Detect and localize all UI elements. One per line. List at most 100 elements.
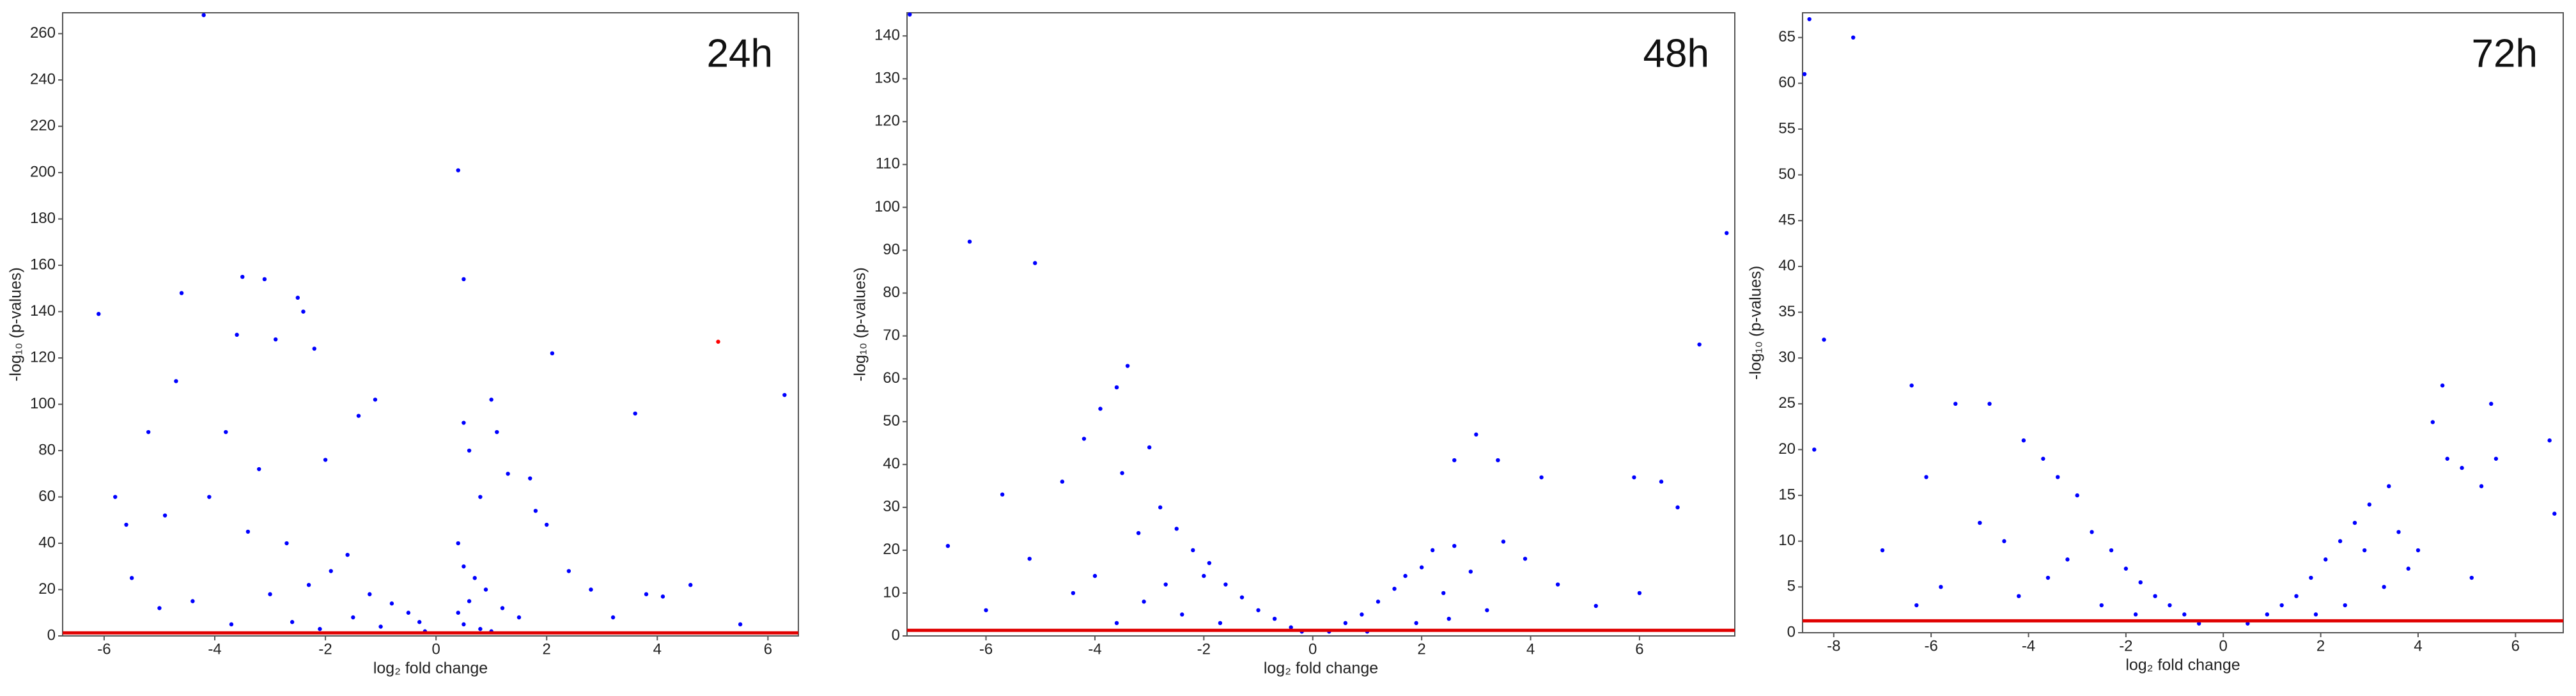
- point: [373, 398, 378, 402]
- y-tick-label: 20: [883, 541, 900, 558]
- point: [329, 569, 333, 573]
- point: [1675, 505, 1680, 510]
- point: [1120, 470, 1124, 476]
- point: [295, 295, 300, 300]
- point: [1392, 587, 1397, 591]
- point: [945, 543, 950, 548]
- plot-frame: [1802, 12, 2564, 633]
- y-tick-label: 60: [883, 369, 900, 387]
- point: [2406, 566, 2410, 571]
- point: [224, 429, 228, 435]
- point: [1000, 492, 1005, 497]
- point: [1403, 573, 1408, 578]
- point: [2352, 520, 2357, 525]
- plot-frame: [906, 12, 1735, 637]
- y-tick-label: 140: [30, 302, 56, 320]
- point: [1376, 599, 1381, 604]
- plot-frame: [62, 12, 799, 637]
- point: [2099, 603, 2104, 608]
- point: [406, 610, 411, 615]
- x-tick-label: -4: [208, 640, 221, 658]
- point: [2343, 603, 2347, 608]
- point: [533, 509, 538, 513]
- point: [1637, 591, 1642, 596]
- y-tick-label: 5: [1787, 578, 1796, 595]
- point: [301, 309, 306, 314]
- chart-title: 24h: [707, 31, 773, 75]
- point: [984, 608, 988, 612]
- point: [2324, 557, 2328, 562]
- point: [589, 587, 593, 592]
- point: [1430, 548, 1435, 553]
- point: [2021, 438, 2026, 443]
- panel: 0 5 10 15 20 25 30 35 40 45 50 55 60 65 -8 -6 -4 -2 0 2 4 6 lo…: [1747, 12, 2564, 674]
- y-tick-label: 130: [874, 70, 900, 87]
- point: [2367, 502, 2371, 507]
- x-tick-label: 0: [1308, 640, 1317, 658]
- point: [1822, 337, 1826, 342]
- x-axis-label: log₂ fold change: [2125, 656, 2240, 674]
- point: [245, 529, 251, 534]
- y-tick-label: 120: [874, 112, 900, 130]
- point: [2045, 575, 2051, 580]
- point: [1114, 621, 1119, 626]
- y-tick-label: 220: [30, 117, 56, 134]
- point: [2387, 484, 2391, 488]
- point: [1953, 401, 1958, 406]
- point: [318, 626, 322, 631]
- point: [190, 599, 195, 603]
- point: [1082, 437, 1087, 441]
- point: [1191, 548, 1195, 553]
- x-tick-label: 2: [2316, 637, 2325, 654]
- point: [782, 392, 787, 398]
- point: [1468, 569, 1473, 574]
- y-tick-label: 40: [38, 534, 56, 551]
- point: [967, 239, 972, 244]
- point: [1147, 445, 1152, 450]
- point: [290, 620, 295, 624]
- point: [462, 421, 466, 425]
- y-tick-label: 55: [1778, 120, 1796, 137]
- y-tick-label: 10: [1778, 532, 1796, 549]
- x-tick-label: -2: [318, 640, 332, 658]
- chart-title: 72h: [2472, 31, 2538, 75]
- y-tick-label: 35: [1778, 303, 1796, 320]
- point: [356, 414, 361, 418]
- point: [478, 495, 483, 499]
- point: [2469, 575, 2474, 580]
- point: [257, 467, 261, 472]
- point: [908, 12, 912, 17]
- point: [1218, 621, 1223, 626]
- point: [1207, 561, 1212, 566]
- point: [1485, 608, 1489, 612]
- y-tick-label: 60: [38, 488, 56, 505]
- x-tick-label: -8: [1827, 637, 1840, 654]
- point: [456, 541, 460, 546]
- y-axis-label: -log₁₀ (p-values): [851, 267, 869, 382]
- point: [545, 522, 549, 527]
- point: [467, 599, 472, 603]
- point: [2153, 594, 2157, 598]
- point: [716, 339, 720, 344]
- y-tick-label: 40: [1778, 257, 1796, 274]
- point: [2056, 475, 2060, 479]
- y-tick-label: 0: [1787, 623, 1796, 640]
- point: [1851, 35, 1856, 40]
- point: [1909, 383, 1914, 388]
- point: [633, 411, 637, 416]
- point: [2430, 420, 2435, 424]
- y-tick-label: 15: [1778, 486, 1796, 503]
- point: [207, 495, 212, 499]
- point: [1594, 603, 1598, 608]
- point: [2552, 511, 2557, 516]
- point: [284, 541, 289, 546]
- y-axis-label: -log₁₀ (p-values): [1747, 266, 1765, 380]
- y-tick-label: 0: [47, 626, 56, 644]
- point: [174, 379, 178, 383]
- point: [528, 476, 532, 481]
- y-tick-label: 50: [883, 412, 900, 429]
- point: [1659, 479, 1664, 484]
- point: [478, 626, 483, 631]
